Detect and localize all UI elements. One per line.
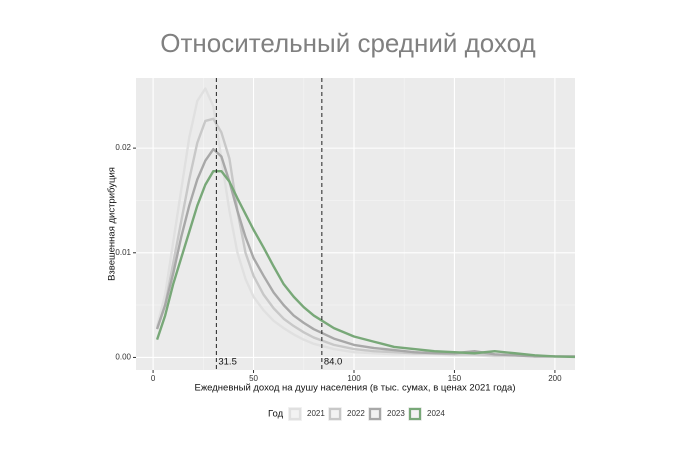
y-tick-label: 0.00 <box>115 353 131 362</box>
legend-swatch <box>328 407 342 421</box>
y-axis-label: Взвешенная дистрибуция <box>107 167 118 281</box>
legend-key <box>288 407 302 421</box>
y-tick-label: 0.02 <box>115 143 131 152</box>
legend-label: 2024 <box>427 409 445 418</box>
legend-key <box>328 407 342 421</box>
x-tick-label: 200 <box>548 374 562 383</box>
x-tick-label: 150 <box>448 374 462 383</box>
x-tick-label: 50 <box>249 374 258 383</box>
legend-label: 2021 <box>307 409 325 418</box>
density-line <box>155 147 575 358</box>
legend-key <box>408 407 422 421</box>
density-line <box>155 117 575 358</box>
legend-label: 2022 <box>347 409 365 418</box>
x-tick-label: 0 <box>151 374 156 383</box>
x-tick-label: 100 <box>347 374 361 383</box>
panel <box>136 78 575 370</box>
chart-title: Относительный средний доход <box>160 28 535 58</box>
legend-swatch <box>368 407 382 421</box>
reference-label: 31.5 <box>218 357 237 368</box>
y-tick-label: 0.01 <box>115 248 131 257</box>
density-line <box>155 169 576 359</box>
x-axis-label: Ежедневный доход на душу населения (в ты… <box>194 383 515 394</box>
legend-swatch <box>408 407 422 421</box>
legend-swatch <box>288 407 302 421</box>
legend-title: Год <box>268 409 284 420</box>
legend-label: 2023 <box>387 409 405 418</box>
legend-key <box>368 407 382 421</box>
lines <box>155 78 576 370</box>
grid <box>136 78 575 370</box>
reference-label: 84.0 <box>324 357 343 368</box>
